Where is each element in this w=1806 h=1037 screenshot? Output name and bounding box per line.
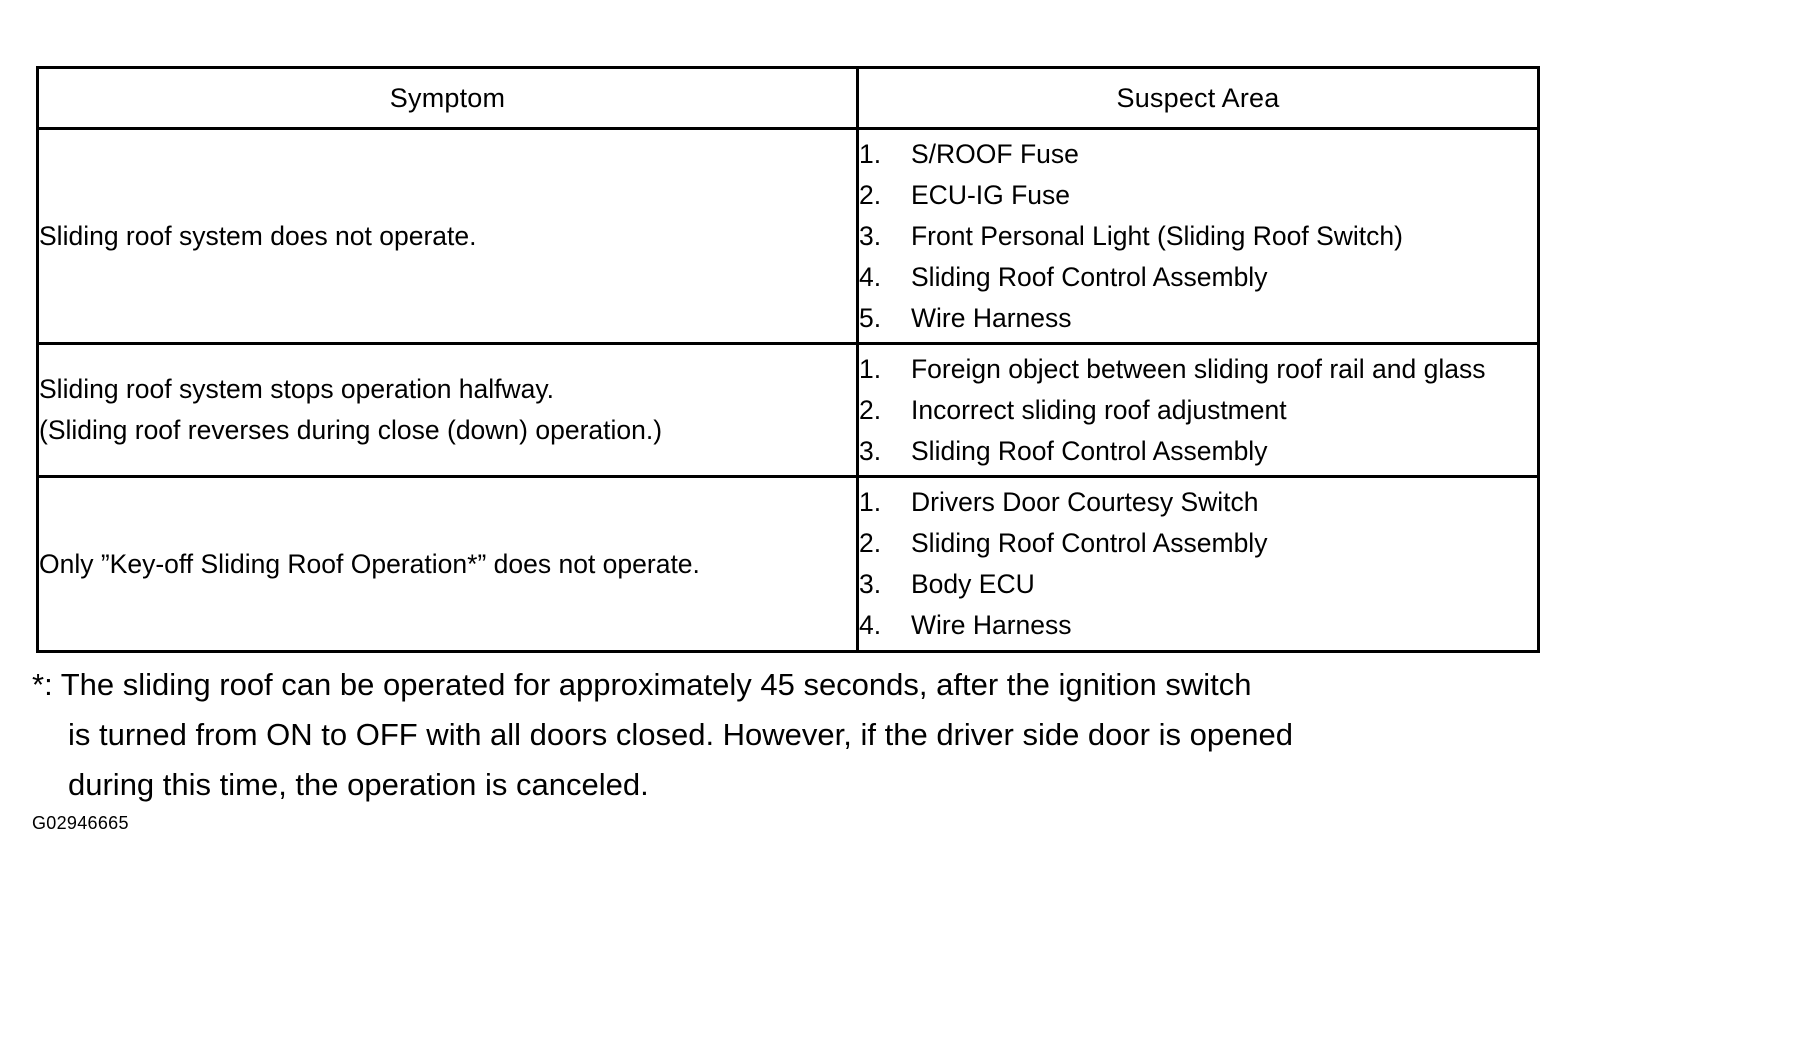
suspect-item: 4. Sliding Roof Control Assembly: [859, 257, 1537, 298]
footnote-line: *: The sliding roof can be operated for …: [32, 667, 1252, 702]
table-row: Sliding roof system stops operation half…: [36, 342, 1540, 478]
table-body: Sliding roof system does not operate. 1.…: [36, 127, 1540, 653]
symptom-cell: Only ”Key-off Sliding Roof Operation*” d…: [36, 475, 859, 653]
suspect-item: 3. Sliding Roof Control Assembly: [859, 431, 1537, 472]
suspect-item-number: 2.: [859, 528, 882, 558]
suspect-item-number: 2.: [859, 179, 882, 210]
suspect-item: 2. Sliding Roof Control Assembly: [859, 523, 1537, 564]
suspect-item-number: 3.: [859, 435, 882, 466]
suspect-item: 3. Front Personal Light (Sliding Roof Sw…: [859, 216, 1537, 257]
suspect-item: 1. S/ROOF Fuse: [859, 134, 1537, 175]
suspect-item: 2. ECU-IG Fuse: [859, 175, 1537, 216]
table-header: Symptom Suspect Area: [36, 66, 1540, 130]
suspect-item-label: Sliding Roof Control Assembly: [911, 528, 1268, 558]
figure-id-label: G02946665: [32, 813, 129, 833]
footnote-text: *: The sliding roof can be operated for …: [32, 660, 1562, 810]
table-header-row: Symptom Suspect Area: [36, 66, 1540, 130]
suspect-area-cell: 1. Foreign object between sliding roof r…: [856, 342, 1540, 478]
footnote-line: is turned from ON to OFF with all doors …: [68, 717, 1294, 752]
suspect-item-number: 3.: [859, 569, 882, 599]
suspect-list: 1. S/ROOF Fuse 2. ECU-IG Fuse 3. Front P…: [859, 134, 1537, 339]
suspect-item-number: 1.: [859, 487, 882, 517]
suspect-item-label: Incorrect sliding roof adjustment: [911, 394, 1287, 425]
suspect-item-label: Body ECU: [911, 569, 1035, 599]
symptom-line: Only ”Key-off Sliding Roof Operation*” d…: [39, 548, 700, 579]
suspect-item-label: Wire Harness: [911, 610, 1072, 640]
suspect-list: 1. Foreign object between sliding roof r…: [859, 349, 1537, 472]
suspect-item-number: 3.: [859, 220, 882, 251]
diagnostic-symptom-table: Symptom Suspect Area Sliding roof system…: [36, 66, 1540, 653]
suspect-item-label: Drivers Door Courtesy Switch: [911, 487, 1259, 517]
suspect-item-number: 5.: [859, 302, 882, 333]
column-header-symptom: Symptom: [36, 66, 859, 130]
table-row: Only ”Key-off Sliding Roof Operation*” d…: [36, 475, 1540, 653]
suspect-item: 1. Foreign object between sliding roof r…: [859, 349, 1537, 390]
suspect-area-cell: 1. Drivers Door Courtesy Switch 2. Slidi…: [856, 475, 1540, 653]
suspect-item-label: Sliding Roof Control Assembly: [911, 261, 1268, 292]
symptom-cell: Sliding roof system does not operate.: [36, 127, 859, 345]
suspect-item-label: Wire Harness: [911, 302, 1072, 333]
column-header-suspect-area: Suspect Area: [856, 66, 1540, 130]
footnote-line: during this time, the operation is cance…: [68, 767, 649, 802]
suspect-item: 4. Wire Harness: [859, 605, 1537, 646]
suspect-item-label: Sliding Roof Control Assembly: [911, 435, 1268, 466]
suspect-item-number: 4.: [859, 610, 882, 640]
suspect-item: 5. Wire Harness: [859, 298, 1537, 339]
suspect-item-label: Foreign object between sliding roof rail…: [911, 353, 1486, 384]
suspect-list: 1. Drivers Door Courtesy Switch 2. Slidi…: [859, 482, 1537, 646]
symptom-line: (Sliding roof reverses during close (dow…: [39, 415, 663, 445]
symptom-line: Sliding roof system stops operation half…: [39, 374, 555, 404]
table-row: Sliding roof system does not operate. 1.…: [36, 127, 1540, 345]
suspect-item-label: S/ROOF Fuse: [911, 138, 1079, 169]
suspect-item-number: 2.: [859, 394, 882, 425]
suspect-item: 3. Body ECU: [859, 564, 1537, 605]
suspect-item-label: Front Personal Light (Sliding Roof Switc…: [911, 220, 1403, 251]
symptom-cell: Sliding roof system stops operation half…: [36, 342, 859, 478]
suspect-item-number: 4.: [859, 261, 882, 292]
suspect-area-cell: 1. S/ROOF Fuse 2. ECU-IG Fuse 3. Front P…: [856, 127, 1540, 345]
suspect-item-label: ECU-IG Fuse: [911, 179, 1071, 210]
suspect-item-number: 1.: [859, 138, 882, 169]
suspect-item: 1. Drivers Door Courtesy Switch: [859, 482, 1537, 523]
symptom-line: Sliding roof system does not operate.: [39, 220, 477, 251]
suspect-item-number: 1.: [859, 353, 882, 384]
suspect-item: 2. Incorrect sliding roof adjustment: [859, 390, 1537, 431]
